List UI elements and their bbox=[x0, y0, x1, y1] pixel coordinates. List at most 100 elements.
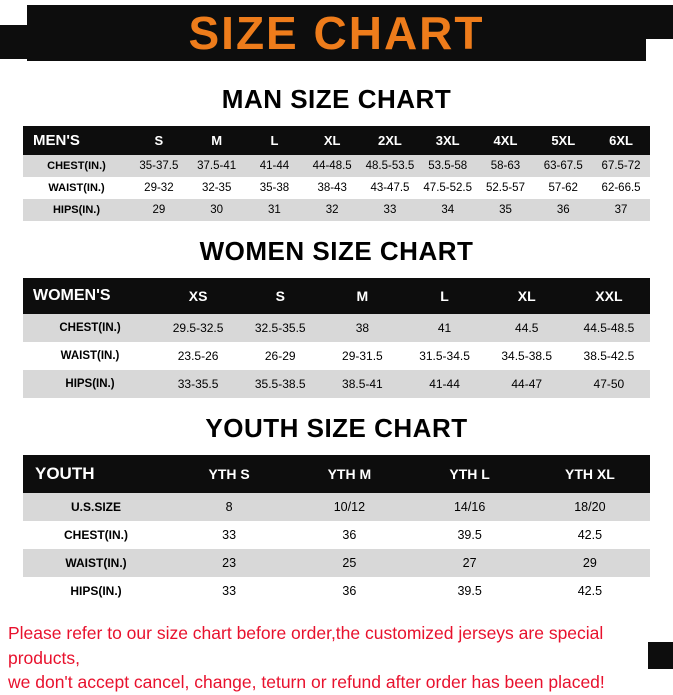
size-column-header: L bbox=[245, 126, 304, 155]
table-title-cell: YOUTH bbox=[23, 455, 169, 493]
header-row: MEN'S S M L XL 2XL 3XL 4XL 5XL 6XL bbox=[23, 126, 650, 155]
size-value-cell: 29-32 bbox=[144, 182, 174, 194]
youth-size-table: YOUTH YTH S YTH M YTH L YTH XL U.S.SIZE 8 10/12… bbox=[23, 455, 650, 605]
size-value-cell: 32.5-35.5 bbox=[254, 321, 306, 335]
size-value-cell: 33 bbox=[383, 204, 397, 216]
header-row: WOMEN'S XS S M L XL XXL bbox=[23, 278, 650, 314]
row-label: CHEST(IN.) bbox=[47, 160, 106, 172]
size-column-header: M bbox=[187, 126, 246, 155]
size-value-cell: 53.5-58 bbox=[428, 160, 468, 172]
header-row: YOUTH YTH S YTH M YTH L YTH XL bbox=[23, 455, 650, 493]
size-column-header: 2XL bbox=[361, 126, 419, 155]
size-column-header: 5XL bbox=[534, 126, 593, 155]
size-value-cell: 39.5 bbox=[457, 528, 482, 542]
row-label: WAIST(IN.) bbox=[48, 182, 105, 194]
size-column-header: 3XL bbox=[418, 126, 477, 155]
size-column-header: XXL bbox=[567, 278, 650, 314]
size-column-header: YTH M bbox=[289, 455, 410, 493]
size-value-cell: 38.5-41 bbox=[342, 377, 383, 391]
table-title-cell: WOMEN'S bbox=[23, 278, 157, 314]
size-value-cell: 57-62 bbox=[548, 182, 578, 194]
size-value-cell: 29.5-32.5 bbox=[172, 321, 224, 335]
size-column-header: S bbox=[130, 126, 188, 155]
size-value-cell: 67.5-72 bbox=[601, 160, 641, 172]
size-value-cell: 35-37.5 bbox=[139, 160, 179, 172]
size-value-cell: 29-31.5 bbox=[342, 349, 383, 363]
size-value-cell: 23.5-26 bbox=[177, 349, 219, 363]
size-value-cell: 52.5-57 bbox=[485, 182, 525, 194]
size-column-header: XS bbox=[157, 278, 240, 314]
size-value-cell: 37.5-41 bbox=[197, 160, 237, 172]
size-value-cell: 42.5 bbox=[577, 584, 603, 598]
row-label: CHEST(IN.) bbox=[59, 322, 121, 334]
size-column-header: XL bbox=[303, 126, 362, 155]
size-value-cell: 47.5-52.5 bbox=[423, 182, 473, 194]
size-value-cell: 36 bbox=[342, 528, 357, 542]
corner-square-bottom-right bbox=[648, 642, 673, 669]
size-value-cell: 26-29 bbox=[264, 349, 296, 363]
row-label: U.S.SIZE bbox=[70, 500, 121, 514]
size-column-header: L bbox=[403, 278, 486, 314]
size-value-cell: 42.5 bbox=[577, 528, 603, 542]
page-title: SIZE CHART bbox=[188, 7, 485, 59]
size-value-cell: 33-35.5 bbox=[177, 377, 219, 391]
size-column-header: XL bbox=[485, 278, 568, 314]
size-value-cell: 41-44 bbox=[429, 377, 460, 391]
size-value-cell: 63-67.5 bbox=[543, 160, 583, 172]
size-value-cell: 38-43 bbox=[317, 182, 347, 194]
size-column-header: 4XL bbox=[476, 126, 535, 155]
size-value-cell: 37 bbox=[614, 204, 628, 216]
size-value-cell: 29 bbox=[152, 204, 166, 216]
size-value-cell: 44-48.5 bbox=[312, 160, 352, 172]
size-value-cell: 31.5-34.5 bbox=[419, 349, 470, 363]
size-value-cell: 44.5 bbox=[515, 321, 539, 335]
size-value-cell: 58-63 bbox=[490, 160, 521, 172]
table-row: HIPS(IN.) 33 36 39.5 42.5 bbox=[23, 577, 650, 605]
size-value-cell: 10/12 bbox=[333, 500, 366, 514]
size-value-cell: 41-44 bbox=[259, 160, 290, 172]
size-column-header: YTH L bbox=[409, 455, 530, 493]
table-row: WAIST(IN.) 23 25 27 29 bbox=[23, 549, 650, 577]
size-value-cell: 43-47.5 bbox=[370, 182, 410, 194]
size-value-cell: 14/16 bbox=[453, 500, 486, 514]
size-value-cell: 31 bbox=[268, 204, 281, 216]
size-value-cell: 38.5-42.5 bbox=[583, 349, 635, 363]
size-value-cell: 27 bbox=[462, 556, 477, 570]
size-value-cell: 34.5-38.5 bbox=[501, 349, 553, 363]
table-row: HIPS(IN.) 33-35.5 35.5-38.5 38.5-41 41-44 44-… bbox=[23, 370, 650, 398]
size-value-cell: 33 bbox=[222, 584, 237, 598]
size-value-cell: 41 bbox=[437, 321, 452, 335]
size-value-cell: 62-66.5 bbox=[601, 182, 641, 194]
table-row: U.S.SIZE 8 10/12 14/16 18/20 bbox=[23, 493, 650, 521]
size-column-header: 6XL bbox=[592, 126, 650, 155]
size-column-header: S bbox=[239, 278, 322, 314]
section-heading-youth: YOUTH SIZE CHART bbox=[205, 413, 468, 443]
row-label: WAIST(IN.) bbox=[65, 556, 127, 570]
section-heading-women: WOMEN SIZE CHART bbox=[199, 236, 474, 266]
size-value-cell: 47-50 bbox=[593, 377, 625, 391]
size-value-cell: 34 bbox=[441, 204, 455, 216]
disclaimer-line-2: we don't accept cancel, change, teturn o… bbox=[8, 672, 605, 692]
table-row: CHEST(IN.) 35-37.5 37.5-41 41-44 44-48.5 48.5… bbox=[23, 155, 650, 177]
size-column-header: YTH XL bbox=[529, 455, 650, 493]
size-value-cell: 35.5-38.5 bbox=[254, 377, 306, 391]
disclaimer-line-1: Please refer to our size chart before or… bbox=[8, 623, 604, 668]
size-column-header: YTH S bbox=[169, 455, 290, 493]
size-value-cell: 35 bbox=[499, 204, 512, 216]
size-value-cell: 18/20 bbox=[574, 500, 606, 514]
corner-square-top-right bbox=[644, 5, 673, 39]
size-column-header: M bbox=[321, 278, 404, 314]
table-row: WAIST(IN.) 29-32 32-35 35-38 38-43 43-47.5 47.… bbox=[23, 177, 650, 199]
table-row: CHEST(IN.) 29.5-32.5 32.5-35.5 38 41 44.5 44.5… bbox=[23, 314, 650, 342]
row-label: HIPS(IN.) bbox=[70, 584, 122, 598]
size-value-cell: 23 bbox=[222, 556, 237, 570]
size-value-cell: 35-38 bbox=[259, 182, 290, 194]
size-value-cell: 44.5-48.5 bbox=[583, 321, 635, 335]
row-label: HIPS(IN.) bbox=[65, 378, 115, 390]
size-value-cell: 25 bbox=[342, 556, 357, 570]
women-size-table: WOMEN'S XS S M L XL XXL CHEST(IN.) 29.5-32.5 32.5… bbox=[23, 278, 650, 398]
row-label: HIPS(IN.) bbox=[52, 204, 101, 216]
size-value-cell: 44-47 bbox=[511, 377, 543, 391]
table-row: WAIST(IN.) 23.5-26 26-29 29-31.5 31.5-34.5 34… bbox=[23, 342, 650, 370]
size-value-cell: 8 bbox=[225, 500, 233, 514]
